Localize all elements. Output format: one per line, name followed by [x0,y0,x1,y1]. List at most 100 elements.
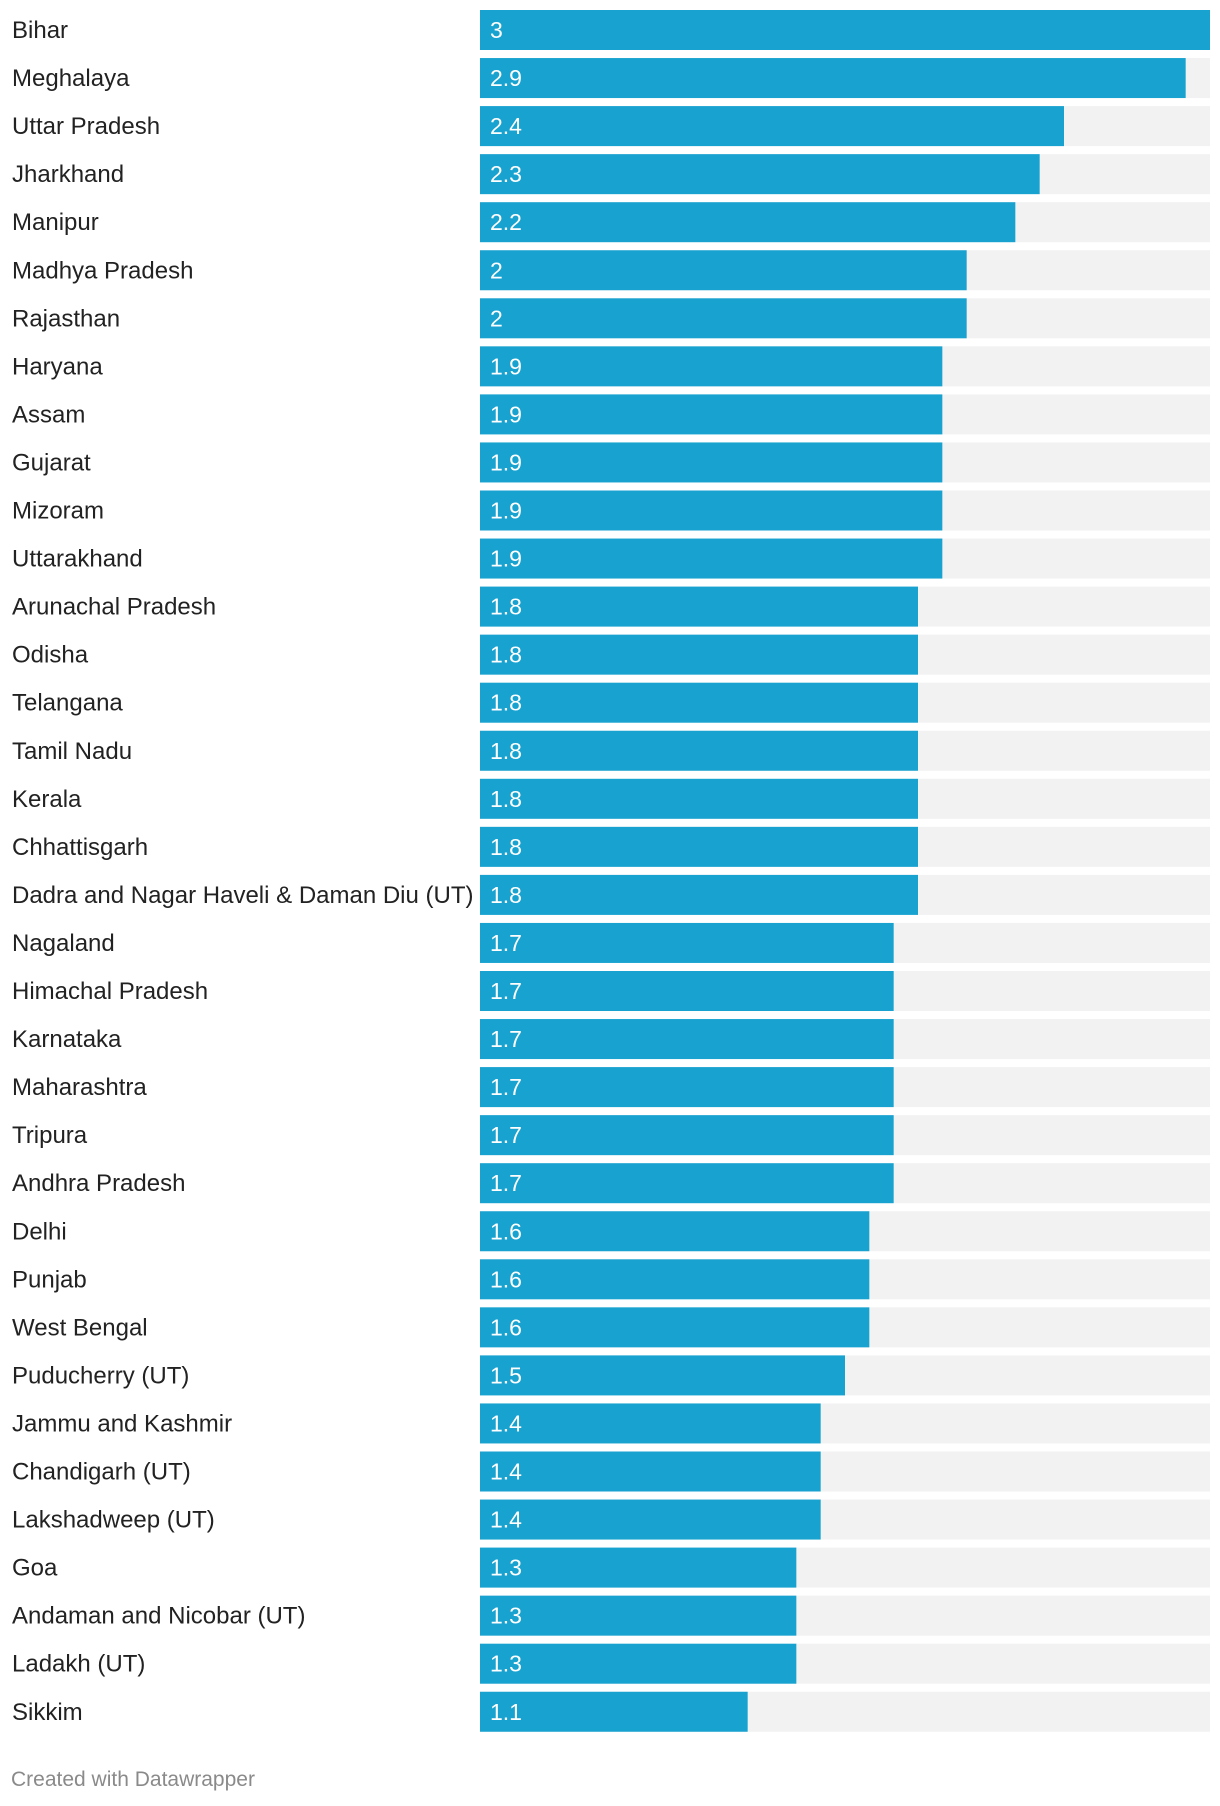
category-label: Madhya Pradesh [12,257,193,284]
bar [480,1355,845,1396]
bar-row-gujarat: Gujarat 1.9 [12,442,1210,483]
category-label: Telangana [12,690,123,717]
category-label: Jammu and Kashmir [12,1410,232,1437]
bar-row-nagaland: Nagaland 1.7 [12,922,1210,963]
category-label: Sikkim [12,1699,83,1726]
value-label: 2 [490,257,503,283]
bar-row-meghalaya: Meghalaya 2.9 [12,58,1210,99]
category-label: Karnataka [12,1026,122,1053]
category-label: Nagaland [12,930,115,957]
category-label: Goa [12,1555,58,1582]
category-label: Ladakh (UT) [12,1651,145,1678]
bar [480,1307,870,1348]
bar-row-delhi: Delhi 1.6 [12,1211,1210,1252]
category-label: Lakshadweep (UT) [12,1507,215,1534]
value-label: 1.8 [490,786,522,812]
category-label: Punjab [12,1266,87,1293]
value-label: 1.9 [490,546,522,572]
bar [480,1403,821,1444]
datawrapper-credit[interactable]: Created with Datawrapper [11,1768,255,1791]
category-label: Haryana [12,353,103,380]
bar [480,1643,797,1684]
bar-row-assam: Assam 1.9 [12,394,1210,435]
value-label: 2.3 [490,161,522,187]
bar-row-maharashtra: Maharashtra 1.7 [12,1067,1210,1108]
bar [480,346,943,387]
bar-row-madhya-pradesh: Madhya Pradesh 2 [12,250,1210,291]
bar-row-dadra-and-nagar-haveli-and-daman-diu-ut: Dadra and Nagar Haveli & Daman Diu (UT) 1… [12,874,1210,915]
value-label: 1.1 [490,1699,522,1725]
category-label: Meghalaya [12,65,130,92]
category-label: Rajasthan [12,305,120,332]
category-label: Himachal Pradesh [12,978,208,1005]
value-label: 1.6 [490,1266,522,1292]
category-label: Chhattisgarh [12,834,148,861]
value-label: 1.9 [490,449,522,475]
bar-row-telangana: Telangana 1.8 [12,682,1210,723]
bar-row-ladakh-ut: Ladakh (UT) 1.3 [12,1643,1210,1684]
value-label: 1.4 [490,1410,522,1436]
value-label: 1.8 [490,642,522,668]
bar [480,10,1210,50]
category-label: Delhi [12,1218,67,1245]
bar [480,394,943,435]
value-label: 1.8 [490,882,522,908]
value-label: 1.8 [490,834,522,860]
value-label: 3 [490,17,503,43]
category-label: Kerala [12,786,82,813]
bar [480,586,918,627]
bar-row-uttar-pradesh: Uttar Pradesh 2.4 [12,106,1210,147]
bar-row-jammu-and-kashmir: Jammu and Kashmir 1.4 [12,1403,1210,1444]
value-label: 1.9 [490,353,522,379]
category-label: Dadra and Nagar Haveli & Daman Diu (UT) [12,882,474,909]
bar-row-haryana: Haryana 1.9 [12,346,1210,387]
bar [480,1211,870,1252]
bar-row-arunachal-pradesh: Arunachal Pradesh 1.8 [12,586,1210,627]
value-label: 1.7 [490,1170,522,1196]
bar [480,58,1186,99]
category-label: Uttarakhand [12,546,143,573]
value-label: 1.3 [490,1555,522,1581]
value-label: 1.4 [490,1459,522,1485]
value-label: 2.9 [490,65,522,91]
bar [480,1547,797,1588]
bar-row-himachal-pradesh: Himachal Pradesh 1.7 [12,971,1210,1011]
bar-row-chandigarh-ut: Chandigarh (UT) 1.4 [12,1451,1210,1492]
value-label: 1.6 [490,1314,522,1340]
bar-chart: Bihar 3 Meghalaya 2.9 Uttar Pradesh 2.4 Jharkh… [12,10,1210,1732]
bar [480,490,943,531]
category-label: Andhra Pradesh [12,1170,185,1197]
category-label: Gujarat [12,449,91,476]
bar-row-manipur: Manipur 2.2 [12,202,1210,243]
bar [480,1019,894,1060]
category-label: Mizoram [12,498,104,525]
value-label: 1.5 [490,1362,522,1388]
bar-row-kerala: Kerala 1.8 [12,778,1210,819]
value-label: 1.7 [490,1026,522,1052]
bar-row-goa: Goa 1.3 [12,1547,1210,1588]
category-label: Puducherry (UT) [12,1362,189,1389]
bar [480,106,1064,147]
bar-row-tamil-nadu: Tamil Nadu 1.8 [12,730,1210,771]
bar [480,826,918,867]
bar-row-karnataka: Karnataka 1.7 [12,1019,1210,1060]
category-label: Manipur [12,209,99,236]
bar [480,298,967,339]
value-label: 1.7 [490,1122,522,1148]
category-label: West Bengal [12,1314,148,1341]
category-label: Jharkhand [12,161,124,188]
bar [480,442,943,483]
bar [480,1499,821,1540]
bar [480,1595,797,1636]
bar [480,922,894,963]
bar [480,730,918,771]
value-label: 1.8 [490,738,522,764]
value-label: 1.9 [490,401,522,427]
value-label: 1.4 [490,1507,522,1533]
category-label: Odisha [12,642,89,669]
bar-row-uttarakhand: Uttarakhand 1.9 [12,538,1210,579]
bar [480,1451,821,1492]
value-label: 1.6 [490,1218,522,1244]
value-label: 2.2 [490,209,522,235]
bar-row-punjab: Punjab 1.6 [12,1259,1210,1300]
